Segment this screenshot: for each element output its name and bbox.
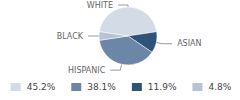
svg-text:WHITE: WHITE: [87, 1, 113, 10]
svg-text:ASIAN: ASIAN: [177, 39, 201, 48]
svg-text:11.9%: 11.9%: [148, 82, 177, 92]
svg-text:4.8%: 4.8%: [208, 82, 231, 92]
svg-text:38.1%: 38.1%: [87, 82, 116, 92]
svg-text:HISPANIC: HISPANIC: [68, 66, 106, 75]
svg-text:45.2%: 45.2%: [27, 82, 56, 92]
svg-text:BLACK: BLACK: [57, 32, 84, 41]
